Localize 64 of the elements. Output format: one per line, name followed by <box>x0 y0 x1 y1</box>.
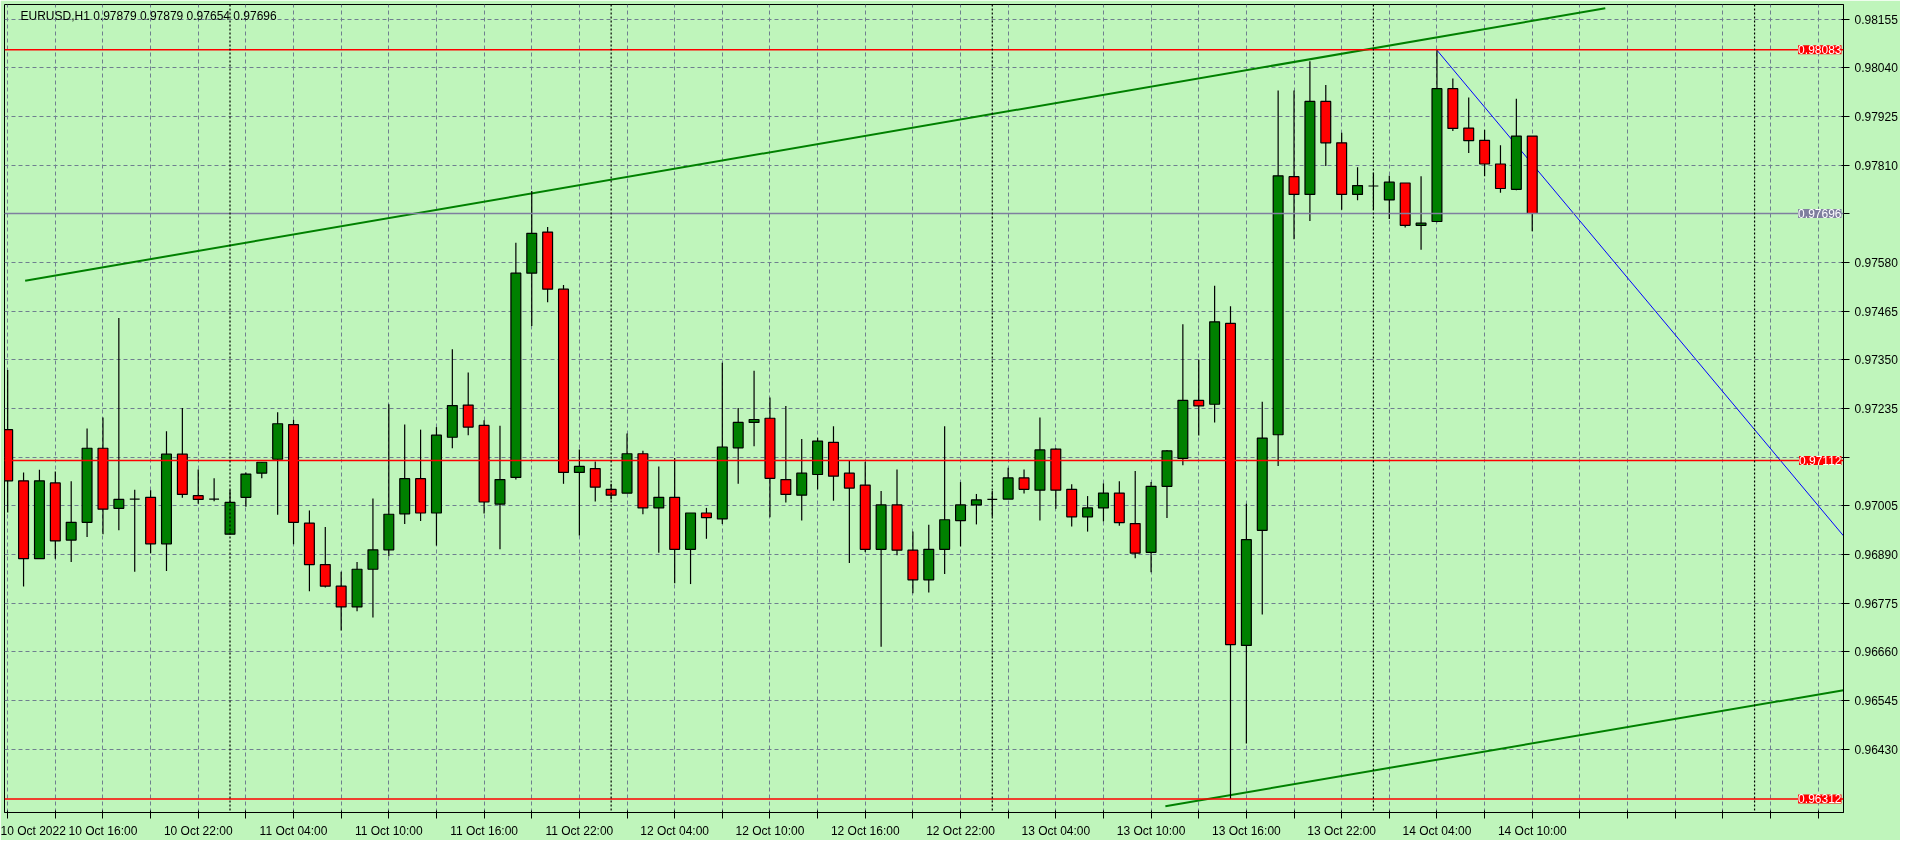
candlestick <box>65 480 77 563</box>
y-tick-label: 0.97925 <box>1854 110 1899 125</box>
y-tick-label: 0.97350 <box>1854 353 1899 368</box>
candlestick <box>113 317 125 531</box>
candlestick <box>573 448 585 537</box>
x-tick-label: 13 Oct 10:00 <box>1116 823 1186 838</box>
candlestick <box>1193 358 1205 437</box>
candlestick <box>700 507 712 540</box>
x-tick-label: 11 Oct 04:00 <box>259 823 328 838</box>
x-tick-label: 14 Oct 04:00 <box>1402 823 1472 838</box>
x-tick-label: 10 Oct 22:00 <box>163 823 233 838</box>
candlestick <box>335 571 347 632</box>
candlestick <box>208 477 220 502</box>
x-tick-label: 12 Oct 04:00 <box>640 823 710 838</box>
candlestick <box>653 465 665 554</box>
x-tick-label: 12 Oct 10:00 <box>735 823 805 838</box>
candlestick <box>748 370 760 447</box>
ref-line-label: 0.97112 <box>1799 454 1842 469</box>
ref-line-label: 0.97696 <box>1798 206 1842 221</box>
candlestick <box>1463 96 1475 154</box>
candlestick <box>1288 89 1300 240</box>
y-tick-label: 0.96890 <box>1854 547 1899 562</box>
ref-line-label: 0.96312 <box>1798 792 1842 807</box>
y-tick-label: 0.97580 <box>1854 256 1899 271</box>
candlestick <box>970 493 982 526</box>
candlestick <box>319 526 331 589</box>
x-tick-label: 13 Oct 04:00 <box>1021 823 1091 838</box>
x-tick-label: 11 Oct 16:00 <box>450 823 519 838</box>
ref-line-label: 0.98083 <box>1798 43 1842 58</box>
candlestick <box>1018 468 1030 495</box>
x-tick-label: 14 Oct 10:00 <box>1497 823 1567 838</box>
candlestick <box>240 471 252 508</box>
candlestick <box>192 468 204 505</box>
candlestick <box>129 489 141 573</box>
candlestick <box>1415 175 1427 251</box>
y-tick-label: 0.96775 <box>1854 596 1899 611</box>
candlestick <box>796 438 808 522</box>
candlestick <box>1352 166 1364 201</box>
candlestick <box>462 371 474 436</box>
y-tick-label: 0.98040 <box>1854 61 1899 76</box>
x-tick-label: 12 Oct 16:00 <box>830 823 900 838</box>
x-tick-label: 12 Oct 22:00 <box>926 823 996 838</box>
candlestick <box>1479 129 1491 177</box>
chart-title: EURUSD,H1 0.97879 0.97879 0.97654 0.97696 <box>20 8 278 23</box>
candlestick <box>1383 175 1395 220</box>
candlestick <box>955 481 967 548</box>
y-tick-label: 0.97810 <box>1854 158 1899 173</box>
y-tick-label: 0.97005 <box>1854 499 1899 514</box>
candlestick <box>1002 467 1014 500</box>
x-tick-label: 10 Oct 16:00 <box>68 823 138 838</box>
candlestick <box>367 498 379 619</box>
candlestick <box>1082 495 1094 533</box>
y-tick-label: 0.96545 <box>1854 693 1899 708</box>
y-tick-label: 0.96660 <box>1854 645 1899 660</box>
x-tick-label: 13 Oct 16:00 <box>1212 823 1282 838</box>
x-tick-label: 13 Oct 22:00 <box>1307 823 1377 838</box>
x-tick-label: 11 Oct 22:00 <box>545 823 614 838</box>
y-tick-label: 0.97235 <box>1854 402 1899 416</box>
y-tick-label: 0.97465 <box>1854 304 1899 319</box>
candlestick <box>1097 482 1109 523</box>
x-tick-label: 10 Oct 2022 <box>0 823 67 838</box>
x-tick-label: 11 Oct 10:00 <box>354 823 424 838</box>
y-tick-label: 0.96430 <box>1854 742 1899 757</box>
y-tick-label: 0.98155 <box>1854 12 1899 27</box>
